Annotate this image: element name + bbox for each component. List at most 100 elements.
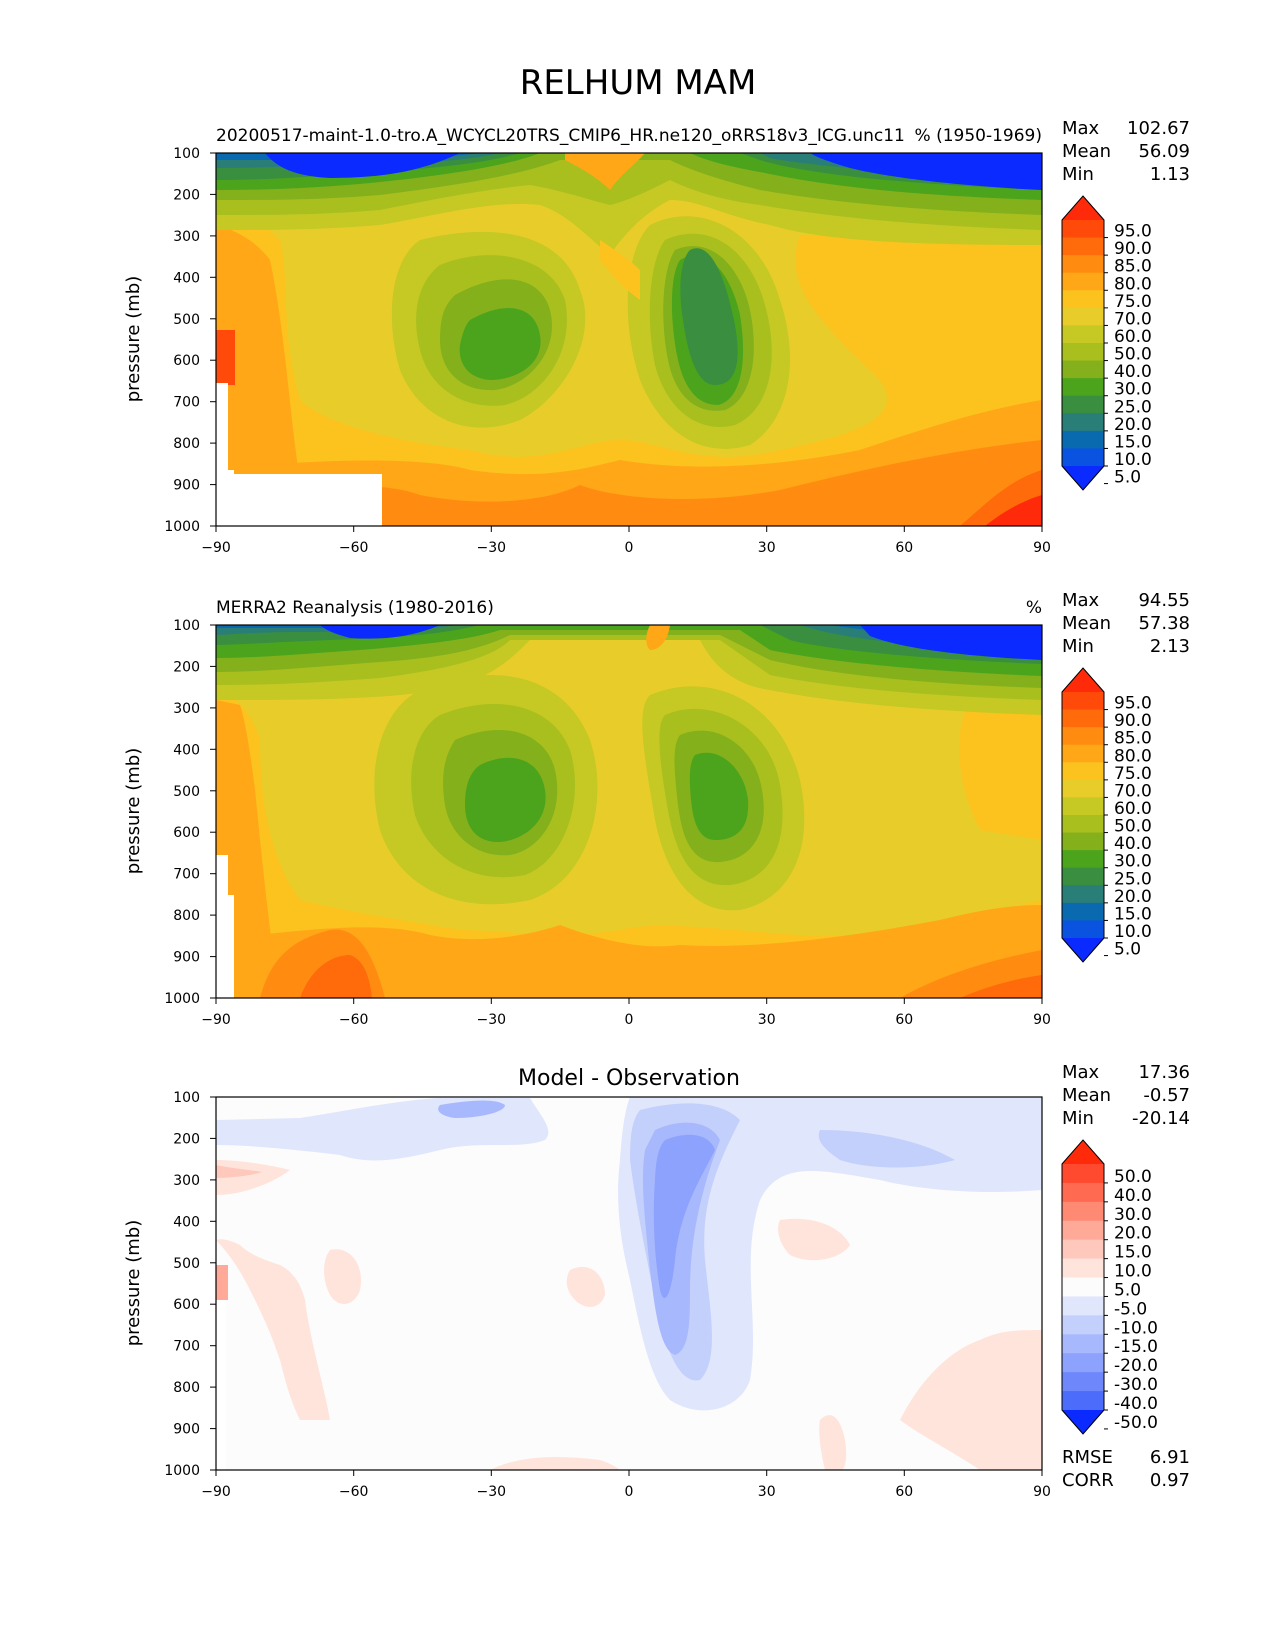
stat-value: 94.55 (1138, 590, 1190, 611)
colorbar-swatch (1062, 832, 1104, 851)
y-tick-label: 1000 (164, 991, 200, 1007)
y-tick-label: 100 (173, 146, 200, 162)
colorbar-label: -40.0 (1114, 1394, 1158, 1414)
y-tick-label: 500 (173, 784, 200, 800)
colorbar-swatch (1062, 668, 1104, 692)
colorbar-label: -10.0 (1114, 1318, 1158, 1338)
y-tick-label: 600 (173, 353, 200, 369)
colorbar-swatch (1062, 815, 1104, 834)
figure-title: RELHUM MAM (520, 63, 757, 103)
colorbar: 50.040.030.020.015.010.05.0-5.0-10.0-15.… (1061, 1139, 1158, 1435)
x-tick-label: 0 (625, 1484, 634, 1500)
colorbar-swatch (1062, 430, 1104, 450)
y-axis-label: pressure (mb) (123, 748, 144, 874)
contour-fill-plus5-surface (490, 1457, 620, 1470)
colorbar-label: 75.0 (1114, 764, 1152, 784)
colorbar-swatch (1062, 850, 1104, 869)
colorbar-swatch (1062, 413, 1104, 432)
stats-block: Max 94.55 Mean 57.38 Min 2.13 (1062, 590, 1190, 657)
x-tick-label: 30 (758, 540, 776, 556)
contour-fill-90-nh (960, 975, 1042, 998)
y-tick-label: 300 (173, 701, 200, 717)
colorbar-swatch (1062, 1239, 1104, 1260)
y-tick-label: 800 (173, 1380, 200, 1396)
y-tick-label: 200 (173, 1131, 200, 1147)
y-tick-label: 1000 (164, 519, 200, 535)
colorbar-label: 60.0 (1114, 327, 1152, 347)
contour-fill-25-top (216, 625, 1042, 664)
colorbar-swatch (1062, 744, 1104, 763)
x-tick-label: −60 (339, 1484, 369, 1500)
panel-title: Model - Observation (518, 1066, 740, 1091)
colorbar-swatch (1062, 867, 1104, 886)
colorbar-swatch (1062, 1391, 1104, 1411)
colorbar-swatch (1062, 290, 1104, 309)
colorbar-swatch (1062, 255, 1104, 274)
contour-fill-plus5-sh-mid (324, 1249, 361, 1305)
contour-fill-5-east (810, 153, 1042, 190)
colorbar-swatch (1062, 1334, 1104, 1354)
colorbar-label: 15.0 (1114, 1243, 1152, 1263)
colorbar-swatch (1062, 902, 1104, 922)
stat-value: 57.38 (1138, 613, 1190, 634)
contour-fill-90-sh (300, 955, 372, 998)
colorbar-swatch (1062, 1410, 1104, 1434)
colorbar-label: 10.0 (1114, 1262, 1152, 1282)
y-tick-label: 400 (173, 270, 200, 286)
stat-value: -0.57 (1143, 1085, 1190, 1106)
land-mask (216, 855, 234, 998)
y-tick-label: 100 (173, 618, 200, 634)
colorbar-label: 90.0 (1114, 711, 1152, 731)
contour-fill-plus5-nh-spot (819, 1415, 847, 1470)
stat-label: Min (1062, 1108, 1094, 1129)
y-tick-label: 700 (173, 395, 200, 411)
contour-fill-5-west (320, 625, 440, 639)
x-tick-label: −60 (339, 1012, 369, 1028)
contour-fill-plus5-nh (900, 1330, 1042, 1470)
y-tick-label: 400 (173, 1214, 200, 1230)
colorbar-swatch (1062, 325, 1104, 344)
colorbar-label: 30.0 (1114, 852, 1152, 872)
contour-fill-plus15-sh (216, 1265, 228, 1300)
y-axis-label: pressure (mb) (123, 276, 144, 402)
colorbar-label: 95.0 (1114, 222, 1152, 242)
colorbar-label: 90.0 (1114, 239, 1152, 259)
colorbar-label: 30.0 (1114, 1205, 1152, 1225)
panel-observation: MERRA2 Reanalysis (1980-2016) % (123, 590, 1190, 1028)
colorbar-label: 5.0 (1114, 1280, 1141, 1300)
x-tick-label: −90 (201, 1012, 231, 1028)
colorbar-swatch (1062, 1315, 1104, 1335)
colorbar-swatch (1062, 395, 1104, 414)
colorbar-swatch (1062, 466, 1104, 490)
panel-right-title: % (1026, 598, 1042, 618)
y-tick-label: 900 (173, 478, 200, 494)
colorbar-swatch (1062, 307, 1104, 327)
colorbar-swatch (1062, 1372, 1104, 1392)
rmse-label: RMSE (1062, 1447, 1113, 1468)
colorbar-swatch (1062, 343, 1104, 362)
x-tick-label: 60 (895, 1012, 913, 1028)
colorbar-label: 80.0 (1114, 746, 1152, 766)
y-tick-labels: 100 200 300 400 500 600 700 800 900 1000 (164, 1090, 200, 1479)
x-tick-label: −30 (477, 540, 507, 556)
x-axis (215, 998, 1043, 1004)
colorbar-swatch (1062, 272, 1104, 291)
stat-label: Min (1062, 164, 1094, 185)
colorbar-swatch (1062, 196, 1104, 220)
land-mask (216, 383, 382, 526)
colorbar-label: 40.0 (1114, 362, 1152, 382)
colorbar-label: 10.0 (1114, 922, 1152, 942)
colorbar-label: 70.0 (1114, 781, 1152, 801)
x-axis (215, 526, 1043, 532)
stat-value: -20.14 (1132, 1108, 1190, 1129)
colorbar-label: 95.0 (1114, 694, 1152, 714)
x-tick-label: −90 (201, 1484, 231, 1500)
colorbar-swatch (1062, 360, 1104, 379)
y-axis (210, 624, 216, 999)
colorbar-label: -50.0 (1114, 1413, 1158, 1433)
contour-fill-plus5-nh-mid (778, 1218, 850, 1261)
corr-value: 0.97 (1150, 1470, 1190, 1491)
y-tick-label: 600 (173, 1297, 200, 1313)
colorbar-swatch (1062, 709, 1104, 728)
colorbar-label: 15.0 (1114, 904, 1152, 924)
